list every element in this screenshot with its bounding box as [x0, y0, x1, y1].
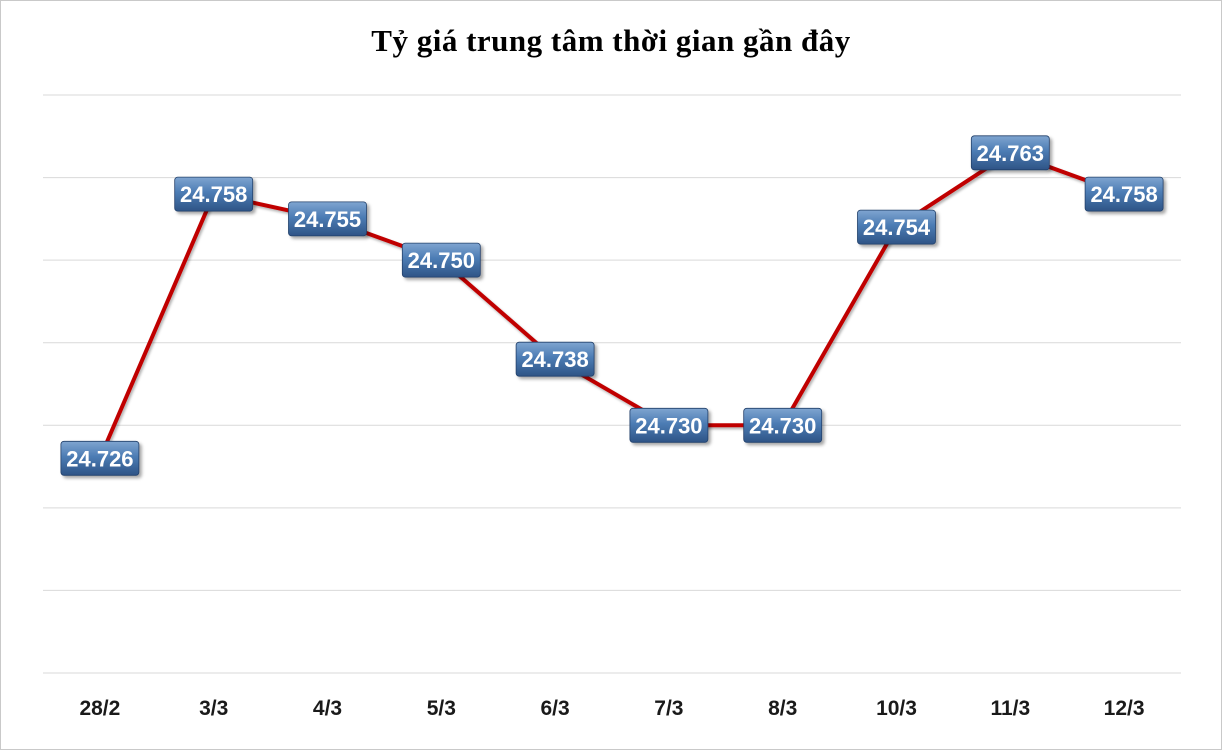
- x-axis-label: 5/3: [427, 697, 456, 720]
- data-label-text: 24.730: [635, 413, 702, 438]
- data-label-text: 24.758: [1090, 182, 1157, 207]
- data-label-box: [629, 407, 709, 443]
- x-axis-label: 8/3: [768, 697, 797, 720]
- x-axis-label: 12/3: [1104, 697, 1145, 720]
- data-label-box: [857, 209, 936, 245]
- data-label-box: [288, 201, 367, 237]
- x-axis-label: 11/3: [990, 697, 1030, 720]
- data-label-text: 24.755: [294, 207, 361, 232]
- data-label-text: 24.754: [863, 215, 931, 240]
- data-label-box: [515, 341, 595, 377]
- data-label-text: 24.758: [180, 182, 247, 207]
- data-label: 24.738: [515, 341, 595, 377]
- chart-title: Tỷ giá trung tâm thời gian gần đây: [371, 23, 851, 58]
- data-label: 24.763: [970, 135, 1050, 171]
- data-label-box: [1084, 176, 1164, 212]
- x-axis-label: 10/3: [876, 697, 917, 720]
- data-label-box: [743, 407, 823, 443]
- data-label-text: 24.726: [66, 446, 133, 471]
- data-label: 24.755: [288, 201, 367, 237]
- data-label-text: 24.730: [749, 413, 816, 438]
- data-label-text: 24.738: [521, 347, 588, 372]
- data-label: 24.726: [60, 440, 140, 476]
- data-label-text: 24.763: [977, 141, 1044, 166]
- x-axis-label: 4/3: [313, 697, 342, 720]
- data-label: 24.758: [174, 176, 254, 212]
- data-label-text: 24.750: [408, 248, 475, 273]
- x-axis-label: 7/3: [654, 697, 683, 720]
- data-label-box: [970, 135, 1050, 171]
- data-label: 24.750: [401, 242, 481, 278]
- series-line: [97, 150, 1127, 461]
- x-axis-label: 28/2: [79, 697, 120, 720]
- data-label-box: [60, 440, 140, 476]
- x-axis-label: 3/3: [199, 697, 228, 720]
- data-label: 24.754: [857, 209, 936, 245]
- data-label-box: [174, 176, 254, 212]
- x-axis-label: 6/3: [540, 697, 569, 720]
- data-label: 24.730: [743, 407, 823, 443]
- data-label: 24.730: [629, 407, 709, 443]
- data-label: 24.758: [1084, 176, 1164, 212]
- data-labels: 24.726 24.758 24.755 24.750 24.738 24.730 24.7…: [60, 135, 1164, 476]
- gridlines: [43, 94, 1181, 674]
- data-label-box: [401, 242, 481, 278]
- x-axis-labels: 28/2 3/3 4/3 5/3 6/3 7/3 8/3 10/3 11/3 12/3: [79, 697, 1144, 720]
